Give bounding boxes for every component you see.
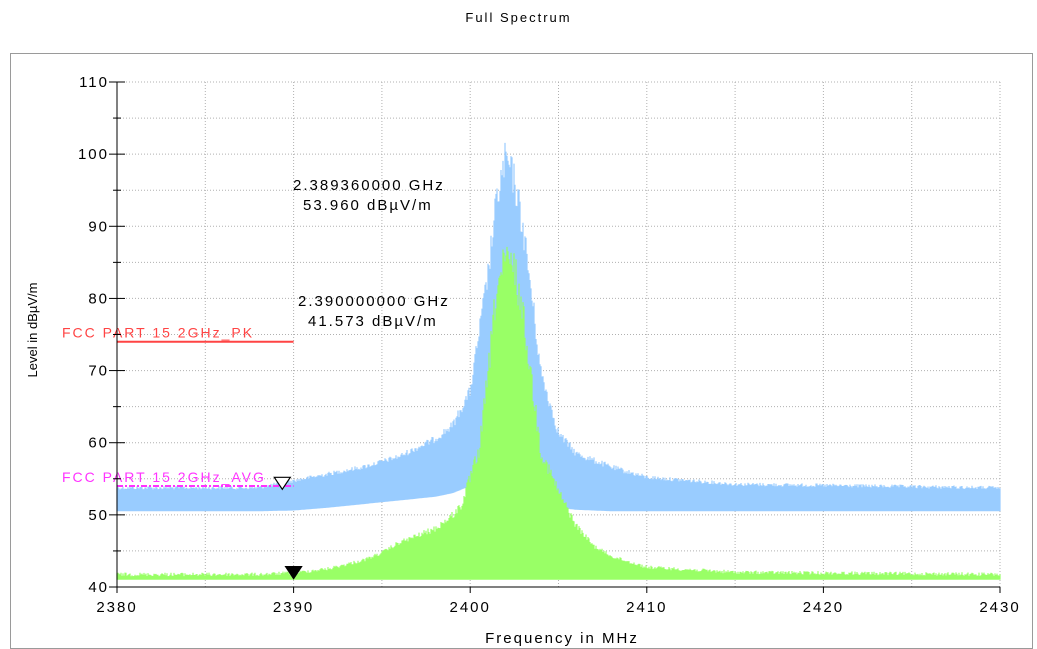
y-tick-label: 40 <box>88 579 109 596</box>
limit-label-pk: FCC PART 15 2GHz_PK <box>62 325 254 341</box>
x-axis-title: Frequency in MHz <box>485 630 639 647</box>
x-tick-label: 2390 <box>273 599 314 616</box>
y-tick-label: 50 <box>88 507 109 524</box>
y-tick-label: 90 <box>88 218 109 235</box>
y-axis-title: Level in dBµV/m <box>25 283 40 378</box>
x-tick-label: 2410 <box>626 599 667 616</box>
y-tick-label: 60 <box>88 435 109 452</box>
y-tick-label: 70 <box>88 363 109 380</box>
axes: 2380 2390 2400 2410 2420 2430 40 50 60 70 80 90 100 1… <box>78 74 1020 616</box>
x-tick-label: 2380 <box>96 599 137 616</box>
x-tick-label: 2400 <box>450 599 491 616</box>
trace-average <box>116 246 1001 580</box>
x-tick-label: 2420 <box>803 599 844 616</box>
limit-label-avg: FCC PART 15 2GHz_AVG <box>62 469 266 485</box>
chart-title: Full Spectrum <box>465 10 572 25</box>
limit-lines: FCC PART 15 2GHz_PK FCC PART 15 2GHz_AVG <box>62 325 294 487</box>
markers: 2.389360000 GHz 53.960 dBµV/m 2.390000000 … <box>273 177 450 580</box>
y-tick-label: 80 <box>88 290 109 307</box>
marker-hollow-triangle <box>273 476 292 491</box>
marker-freq-label: 2.390000000 GHz <box>298 293 450 310</box>
x-tick-label: 2430 <box>979 599 1020 616</box>
marker-filled-triangle <box>284 566 303 580</box>
marker-freq-label: 2.389360000 GHz <box>293 177 445 194</box>
marker-level-label: 53.960 dBµV/m <box>303 197 433 214</box>
marker-level-label: 41.573 dBµV/m <box>308 313 438 330</box>
y-tick-label: 100 <box>78 146 109 163</box>
y-tick-label: 110 <box>79 74 109 91</box>
